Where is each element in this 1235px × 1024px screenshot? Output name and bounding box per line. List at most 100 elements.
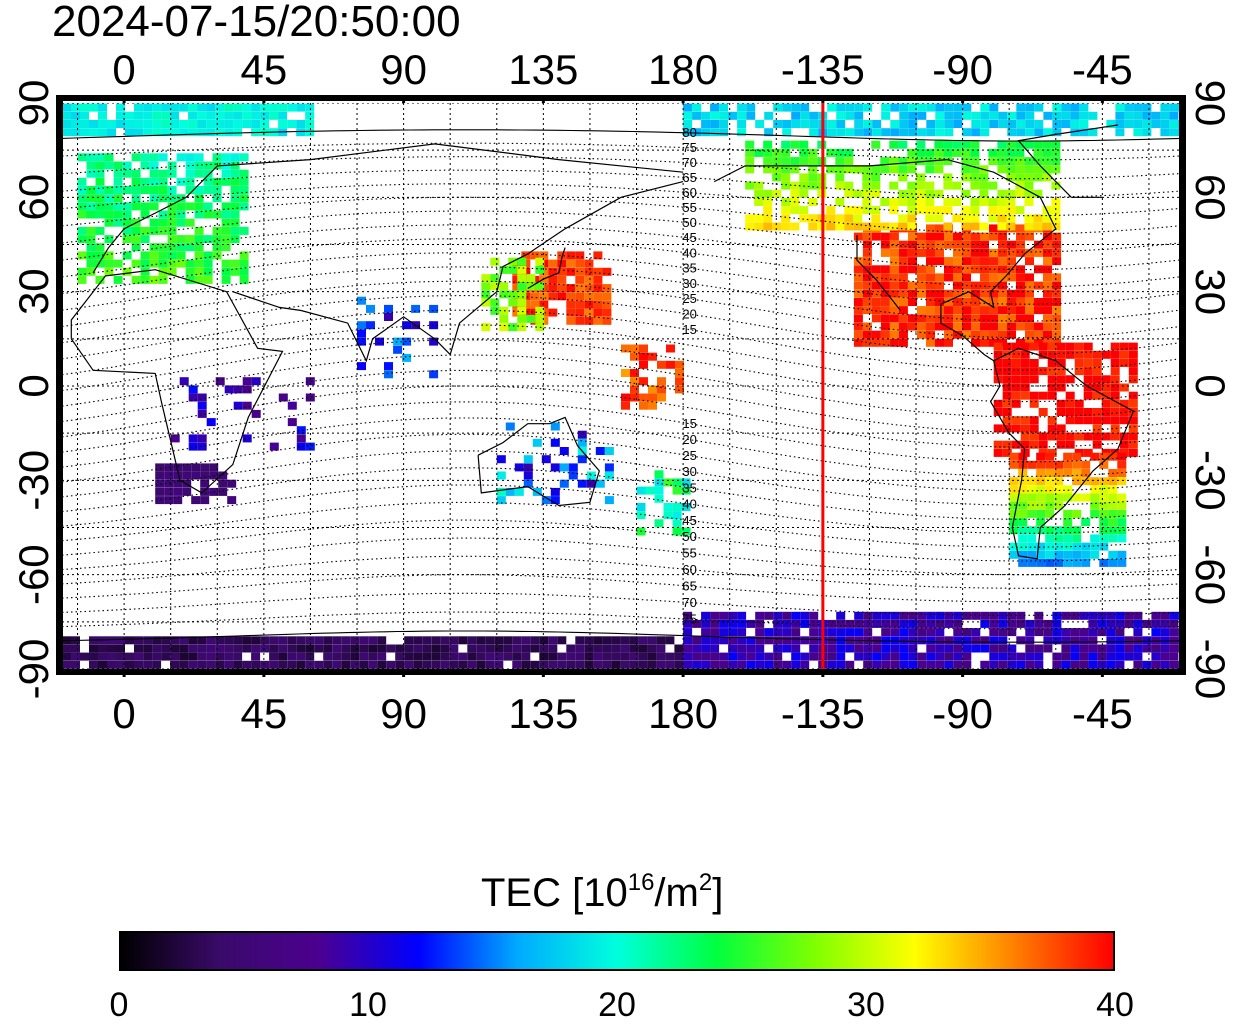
tec-cell	[62, 652, 71, 661]
tec-cell	[161, 111, 171, 120]
tec-cell	[116, 111, 125, 120]
contour-line	[62, 401, 1180, 463]
tec-cell	[350, 644, 360, 653]
tec-cell	[584, 259, 594, 268]
tec-cell	[1119, 416, 1129, 425]
tec-cell	[782, 611, 792, 620]
tec-cell	[1110, 399, 1120, 408]
tec-cell	[683, 111, 693, 120]
tec-cell	[648, 401, 657, 410]
y-tick-label-left: 0	[10, 374, 57, 397]
tec-cell	[1016, 120, 1026, 128]
tec-cell	[140, 259, 150, 268]
contour-line	[62, 467, 1180, 520]
tec-cell	[80, 652, 89, 661]
tec-cell	[881, 111, 891, 120]
tec-cell	[835, 214, 845, 223]
tec-cell	[998, 289, 1007, 298]
tec-cell	[233, 128, 243, 137]
tec-cell	[200, 479, 210, 488]
tec-cell	[1079, 128, 1089, 137]
tec-cell	[1133, 611, 1143, 620]
tec-cell	[1002, 416, 1012, 425]
tec-cell	[260, 103, 270, 112]
contour-label: 65	[682, 578, 696, 593]
tec-cell	[188, 128, 198, 137]
tec-cell	[935, 224, 944, 233]
tec-cell	[86, 235, 96, 244]
tec-cell	[179, 636, 189, 645]
tec-cell	[140, 226, 150, 235]
colorbar-title-prefix: TEC [10	[481, 871, 628, 915]
tec-cell	[1056, 424, 1066, 433]
tec-cell	[404, 644, 414, 653]
tec-cell	[710, 644, 720, 653]
tec-cell	[773, 628, 783, 637]
tec-cell	[224, 120, 234, 128]
tec-cell	[1043, 128, 1053, 137]
tec-cell	[1045, 542, 1055, 551]
tec-cell	[890, 619, 900, 628]
tec-cell	[1043, 330, 1052, 339]
tec-cell	[1043, 306, 1052, 315]
tec-cell	[1027, 493, 1037, 502]
tec-cell	[737, 619, 747, 628]
tec-cell	[104, 186, 114, 194]
tec-cell	[836, 652, 846, 661]
tec-cell	[125, 636, 134, 645]
tec-cell	[113, 259, 123, 268]
tec-cell	[503, 636, 513, 645]
tec-cell	[107, 636, 116, 645]
tec-cell	[131, 202, 141, 211]
tec-cell	[908, 628, 918, 637]
tec-cell	[1033, 189, 1043, 198]
tec-cell	[503, 652, 513, 661]
tec-cell	[701, 111, 711, 120]
tec-cell	[647, 644, 657, 653]
tec-cell	[206, 660, 216, 669]
tec-cell	[98, 103, 107, 112]
contour-label: 30	[682, 464, 696, 479]
tec-cell	[1128, 367, 1138, 376]
tec-cell	[844, 189, 854, 198]
tec-cell	[944, 338, 953, 347]
tec-cell	[167, 243, 177, 252]
tec-cell	[431, 652, 441, 661]
tec-cell	[1124, 611, 1134, 620]
tec-cell	[80, 128, 89, 137]
tec-cell	[467, 636, 477, 645]
tec-cell	[1063, 469, 1073, 477]
tec-cell	[970, 206, 980, 215]
tec-cell	[535, 282, 545, 291]
tec-cell	[639, 344, 648, 353]
tec-cell	[215, 644, 225, 653]
tec-cell	[377, 660, 387, 669]
tec-cell	[1083, 350, 1093, 359]
tec-cell	[233, 120, 243, 128]
tec-cell	[1054, 550, 1064, 559]
tec-cell	[1043, 644, 1053, 653]
tec-cell	[535, 323, 545, 332]
tec-cell	[899, 652, 909, 661]
tec-cell	[122, 267, 132, 276]
tec-cell	[1117, 518, 1127, 527]
tec-cell	[167, 194, 177, 203]
tec-cell	[230, 202, 240, 211]
tec-cell	[989, 248, 998, 257]
tec-cell	[854, 128, 864, 137]
tec-cell	[1133, 660, 1143, 669]
tec-cell	[539, 636, 549, 645]
tec-cell	[1045, 550, 1055, 559]
tec-cell	[980, 338, 989, 347]
tec-cell	[116, 120, 125, 128]
tec-cell	[683, 128, 693, 137]
tec-cell	[1110, 342, 1120, 351]
tec-cell	[953, 306, 962, 315]
tec-cell	[1009, 485, 1019, 494]
tec-cell	[602, 636, 612, 645]
tec-cell	[209, 487, 219, 496]
tec-cell	[1079, 636, 1089, 645]
tec-cell	[368, 636, 378, 645]
tec-cell	[368, 660, 378, 669]
tec-cell	[1047, 391, 1057, 400]
